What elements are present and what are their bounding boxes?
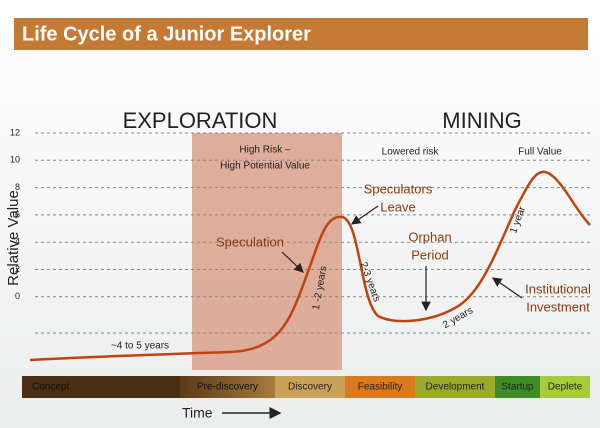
stage: [540, 376, 590, 398]
duration: ~4 to 5 years: [111, 341, 169, 352]
section-label: MINING: [442, 108, 521, 133]
y-tick-label: 8: [15, 182, 20, 192]
y-tick-label: 12: [10, 127, 20, 137]
annotation: Full Value: [518, 147, 562, 158]
y-tick-label: 10: [10, 155, 20, 165]
y-axis: 12 10 8 6 4 2 0: [10, 127, 590, 301]
annotation: Period: [411, 247, 449, 262]
title-bar: [14, 18, 588, 50]
arrows: [281, 205, 523, 312]
title: Life Cycle of a Junior Explorer: [22, 23, 311, 45]
annotation: Speculators: [364, 181, 433, 196]
annotation: High Potential Value: [220, 161, 310, 172]
annotation: Orphan: [408, 229, 451, 244]
stage-label: Pre-discovery: [197, 382, 258, 393]
stage-bar: Concept Pre-discovery Discovery Feasibility…: [22, 376, 590, 398]
y-axis-label: Relative Value: [5, 190, 22, 286]
annotation: Lowered risk: [382, 147, 440, 158]
annotation: Speculation: [216, 234, 284, 249]
annotation: Investment: [526, 299, 590, 314]
life-cycle-curve: [29, 170, 591, 362]
x-axis-label: Time: [182, 405, 213, 421]
y-tick-label: 6: [15, 209, 20, 219]
stage-label: Discovery: [288, 382, 332, 393]
exploration-highlight: [192, 133, 342, 370]
section-label: EXPLORATION: [123, 108, 278, 133]
annotation: Leave: [380, 199, 415, 214]
stage: [345, 376, 415, 398]
stage-label: Feasibility: [358, 382, 402, 393]
stage-label: Development: [426, 382, 485, 393]
stage-label: Startup: [501, 382, 534, 393]
stage: [22, 376, 180, 398]
stage: [495, 376, 540, 398]
stage: [180, 376, 275, 398]
annotation: Institutional: [525, 281, 591, 296]
y-tick-label: 4: [15, 237, 20, 247]
annotation: High Risk –: [239, 145, 291, 156]
stage-label: Concept: [32, 382, 69, 393]
y-tick-label: 0: [15, 291, 20, 301]
stage: [415, 376, 495, 398]
stage-label: Deplete: [548, 382, 583, 393]
y-tick-label: 2: [15, 264, 20, 274]
stage: [275, 376, 345, 398]
